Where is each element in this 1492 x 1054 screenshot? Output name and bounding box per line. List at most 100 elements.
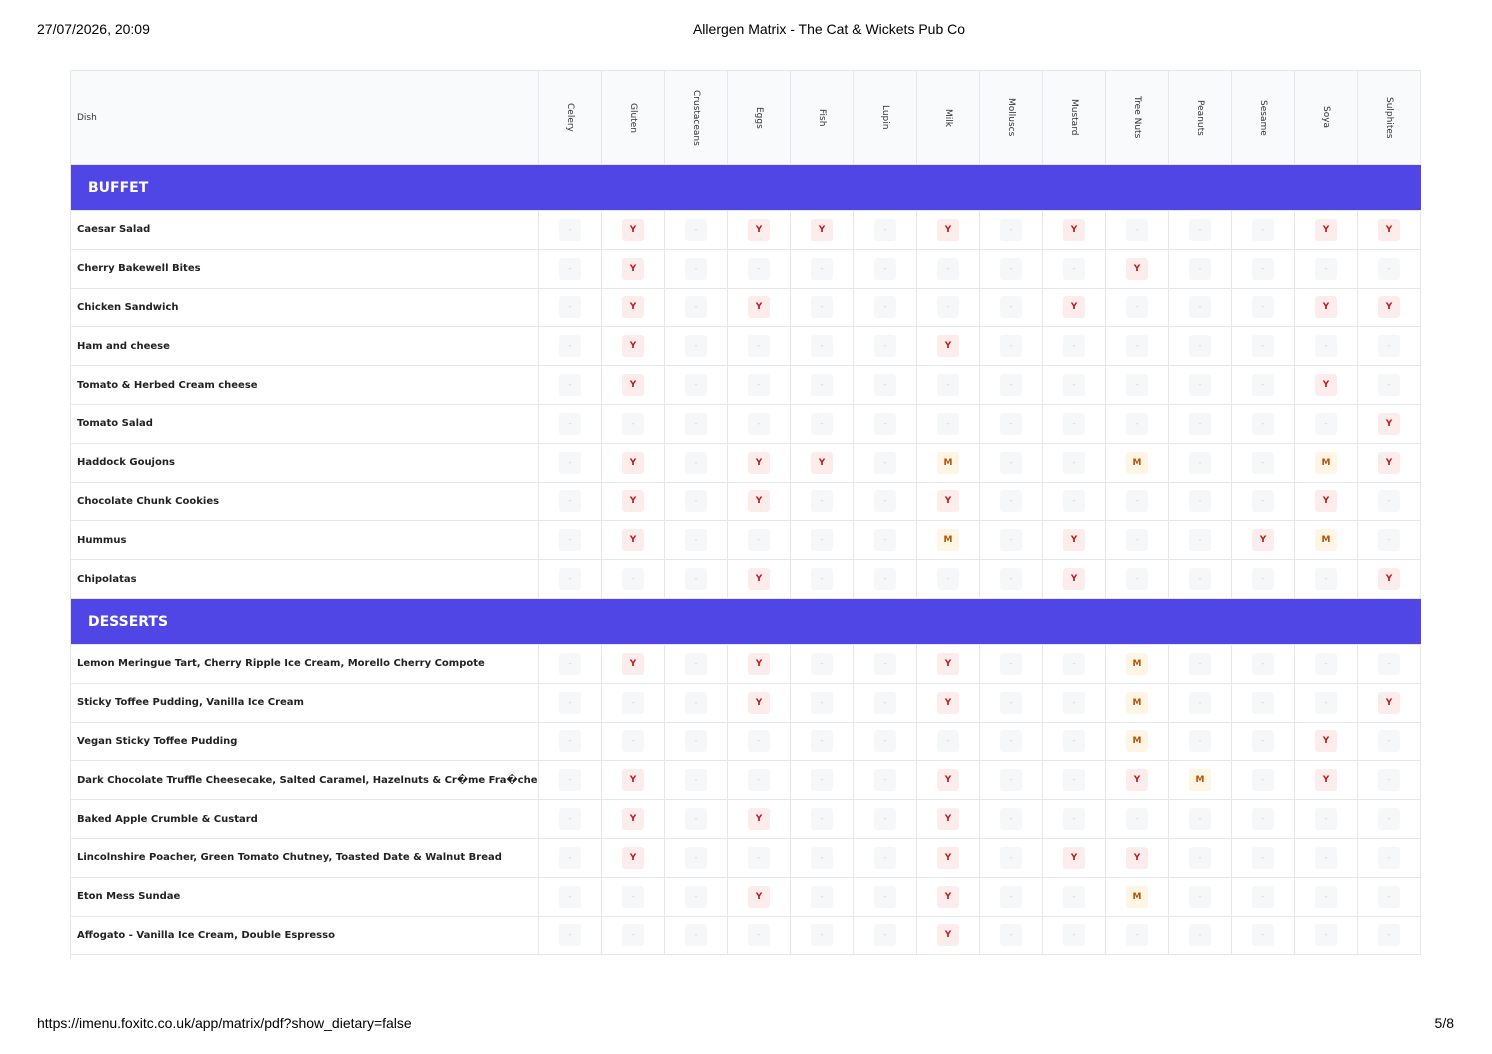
allergen-label: Sulphites: [1384, 96, 1394, 139]
allergen-badge: Y: [622, 296, 644, 319]
allergen-badge: Y: [937, 218, 959, 241]
allergen-badge: Y: [622, 374, 644, 397]
allergen-cell: -: [539, 560, 602, 599]
allergen-badge: -: [874, 490, 896, 513]
allergen-cell: Y: [1358, 405, 1421, 444]
allergen-cell: -: [1169, 800, 1232, 839]
allergen-cell: -: [1232, 761, 1295, 801]
allergen-badge: -: [811, 374, 833, 397]
allergen-cell: -: [791, 916, 854, 956]
allergen-cell: -: [1232, 482, 1295, 522]
allergen-cell: Y: [917, 800, 980, 839]
allergen-badge: Y: [937, 652, 959, 675]
allergen-badge: -: [685, 218, 707, 241]
allergen-badge: -: [1189, 846, 1211, 869]
allergen-badge: Y: [937, 335, 959, 358]
allergen-cell: -: [791, 560, 854, 599]
allergen-badge: -: [685, 335, 707, 358]
allergen-cell: Y: [1295, 288, 1358, 328]
allergen-badge: -: [685, 808, 707, 831]
allergen-cell: Y: [1358, 443, 1421, 483]
allergen-cell: M: [917, 443, 980, 483]
allergen-cell: Y: [1232, 521, 1295, 561]
allergen-badge: -: [1189, 412, 1211, 435]
allergen-badge: Y: [937, 924, 959, 947]
allergen-cell: -: [1043, 443, 1106, 483]
allergen-cell: -: [854, 839, 917, 878]
allergen-cell: -: [854, 211, 917, 250]
allergen-badge: -: [1189, 730, 1211, 753]
allergen-cell: -: [854, 877, 917, 917]
allergen-cell: -: [980, 521, 1043, 561]
allergen-cell: Y: [728, 645, 791, 684]
allergen-badge: -: [1252, 490, 1274, 513]
allergen-cell: -: [728, 839, 791, 878]
allergen-cell: -: [1169, 405, 1232, 444]
allergen-badge: -: [1063, 885, 1085, 908]
allergen-badge: -: [874, 652, 896, 675]
allergen-badge: -: [811, 257, 833, 280]
allergen-badge: Y: [937, 691, 959, 714]
allergen-badge: -: [1252, 769, 1274, 792]
allergen-badge: -: [1000, 218, 1022, 241]
dish-name: Lincolnshire Poacher, Green Tomato Chutn…: [71, 839, 539, 878]
allergen-badge: -: [1000, 885, 1022, 908]
allergen-cell: M: [1106, 722, 1169, 762]
allergen-cell: Y: [917, 645, 980, 684]
allergen-badge: -: [1315, 412, 1337, 435]
allergen-badge: -: [748, 335, 770, 358]
allergen-cell: -: [1232, 722, 1295, 762]
allergen-cell: Y: [917, 683, 980, 723]
allergen-badge: Y: [811, 218, 833, 241]
allergen-cell: -: [980, 288, 1043, 328]
allergen-cell: -: [539, 916, 602, 956]
allergen-header: Mustard: [1043, 71, 1106, 165]
allergen-badge: -: [1378, 374, 1400, 397]
allergen-cell: -: [791, 366, 854, 405]
allergen-cell: -: [665, 916, 728, 956]
allergen-cell: -: [980, 722, 1043, 762]
allergen-cell: M: [1106, 683, 1169, 723]
allergen-cell: -: [1295, 839, 1358, 878]
allergen-badge: -: [1126, 924, 1148, 947]
allergen-cell: -: [539, 877, 602, 917]
allergen-cell: -: [791, 521, 854, 561]
allergen-cell: -: [854, 683, 917, 723]
allergen-badge: -: [1000, 924, 1022, 947]
allergen-cell: M: [1106, 645, 1169, 684]
allergen-cell: -: [539, 683, 602, 723]
allergen-badge: -: [1063, 257, 1085, 280]
allergen-badge: -: [622, 924, 644, 947]
allergen-cell: -: [1169, 482, 1232, 522]
allergen-cell: -: [539, 839, 602, 878]
allergen-badge: -: [1000, 529, 1022, 552]
allergen-cell: Y: [1358, 211, 1421, 250]
allergen-cell: Y: [602, 800, 665, 839]
allergen-badge: -: [1252, 691, 1274, 714]
allergen-cell: -: [791, 722, 854, 762]
allergen-badge: -: [811, 924, 833, 947]
allergen-badge: -: [811, 652, 833, 675]
allergen-cell: Y: [1295, 211, 1358, 250]
allergen-cell: -: [854, 800, 917, 839]
dish-name: Cherry Bakewell Bites: [71, 249, 539, 289]
allergen-badge: Y: [1315, 730, 1337, 753]
allergen-badge: -: [1189, 451, 1211, 474]
allergen-badge: -: [1315, 846, 1337, 869]
allergen-badge: -: [811, 808, 833, 831]
allergen-cell: -: [980, 916, 1043, 956]
allergen-badge: -: [1126, 335, 1148, 358]
allergen-cell: -: [1169, 722, 1232, 762]
allergen-badge: -: [811, 335, 833, 358]
allergen-cell: -: [728, 916, 791, 956]
allergen-cell: -: [665, 683, 728, 723]
allergen-cell: M: [1295, 443, 1358, 483]
allergen-label: Molluscs: [1006, 98, 1016, 137]
allergen-cell: Y: [728, 877, 791, 917]
allergen-badge: Y: [1378, 218, 1400, 241]
allergen-badge: -: [1189, 652, 1211, 675]
allergen-cell: -: [854, 916, 917, 956]
allergen-badge: -: [1126, 490, 1148, 513]
allergen-badge: Y: [1063, 296, 1085, 319]
allergen-cell: -: [539, 366, 602, 405]
